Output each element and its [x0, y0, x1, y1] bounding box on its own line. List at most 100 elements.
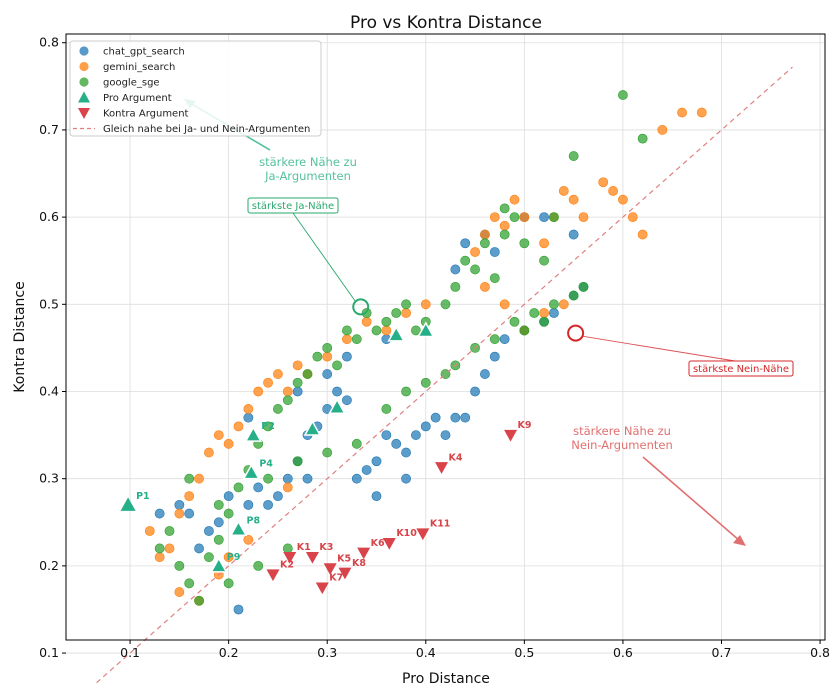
chat-gpt-search-point: [184, 508, 195, 519]
kontra-argument-label: K3: [319, 542, 333, 553]
google-sge-point: [401, 299, 411, 310]
annotations: stärkere Nähe zu Ja-Argumenten stärkere …: [184, 99, 794, 546]
y-tick-label: 0.4: [39, 383, 59, 398]
gemini-search-point: [282, 482, 293, 493]
x-tick-label: 0.5: [514, 645, 534, 660]
pro-argument-label: P8: [247, 515, 261, 526]
gemini-search-point: [539, 308, 549, 318]
google-sge-point: [637, 133, 648, 144]
google-sge-point: [371, 325, 382, 336]
chat-gpt-search-point: [243, 499, 254, 510]
chat-gpt-search-point: [401, 447, 411, 458]
chat-gpt-search-point: [273, 491, 283, 502]
google-sge-point: [253, 560, 264, 571]
google-sge-point: [332, 360, 342, 371]
kontra-argument-marker: [283, 551, 297, 564]
chat-gpt-search-point: [223, 491, 234, 502]
y-tick-label: 0.2: [39, 558, 59, 573]
google-sge-point: [578, 281, 589, 292]
pro-argument-label: P9: [227, 552, 241, 563]
gemini-search-point: [499, 299, 510, 310]
gemini-search-point: [243, 404, 254, 414]
gemini-search-point: [164, 543, 175, 554]
gemini-search-point: [174, 587, 185, 597]
chart-title: Pro vs Kontra Distance: [350, 13, 542, 33]
kontra-argument-label: K11: [430, 519, 451, 530]
chat-gpt-search-point: [332, 386, 342, 397]
gemini-search-point: [499, 220, 510, 231]
chat-gpt-search-point: [480, 369, 490, 379]
gemini-search-point: [263, 377, 273, 388]
google-sge-point: [154, 543, 165, 554]
ja-naehe-label-line1: stärkere Nähe zu: [259, 155, 357, 169]
chat-gpt-search-point: [351, 473, 362, 484]
google-sge-point: [351, 334, 362, 345]
staerkste-nein-ring: [567, 324, 585, 342]
google-sge-point: [213, 534, 224, 545]
x-tick-label: 0.2: [219, 645, 239, 660]
pro-argument-marker: [303, 419, 322, 436]
google-sge-point: [470, 264, 480, 275]
google-sge-point: [174, 560, 185, 571]
google-sge-point: [223, 508, 234, 519]
gemini-search-point: [253, 386, 264, 397]
pro-argument-marker: [242, 463, 261, 480]
kontra-argument-marker: [435, 462, 449, 474]
legend-circle-marker: [79, 61, 89, 72]
google-sge-point: [223, 578, 234, 589]
google-sge-point: [568, 151, 579, 161]
y-tick-label: 0.5: [39, 296, 59, 311]
google-sge-point: [213, 499, 224, 510]
gemini-search-point: [637, 229, 648, 240]
x-tick-label: 0.8: [810, 645, 830, 660]
staerkste-nein-connector: [581, 335, 736, 362]
chat-gpt-search-point: [342, 395, 352, 406]
chat-gpt-search-point: [489, 351, 500, 362]
staerkste-nein-label: stärkste Nein-Nähe: [693, 364, 789, 375]
gemini-search-point: [223, 552, 234, 563]
google-sge-point: [411, 325, 421, 336]
gemini-search-point: [470, 247, 480, 257]
gemini-search-point: [381, 325, 392, 336]
google-sge-point: [322, 342, 333, 353]
chat-gpt-search-point: [194, 543, 204, 554]
google-sge-point: [618, 90, 628, 100]
legend-label: google_sge: [103, 78, 160, 89]
google-sge-point: [302, 369, 313, 379]
chat-gpt-search-point: [342, 351, 352, 362]
legend: chat_gpt_search gemini_search google_sge Pr…: [69, 40, 322, 137]
axis-ticks: 0.1 0.2 0.3 0.4 0.5 0.6 0.7 0.8 0.1 0.2 0.3 0.4 0.5 0…: [39, 35, 830, 660]
chat-gpt-search-point: [460, 238, 471, 249]
kontra-argument-label: K1: [297, 542, 311, 553]
chat-gpt-search-point: [213, 517, 224, 528]
google-sge-point: [568, 290, 579, 301]
kontra-argument-label: K9: [518, 420, 532, 431]
google-sge-point: [519, 325, 530, 336]
gemini-search-point: [696, 107, 707, 118]
google-sge-point: [509, 212, 520, 223]
legend-box: [69, 40, 322, 137]
gemini-search-point: [204, 447, 214, 458]
gemini-search-point: [292, 360, 303, 371]
gemini-search-point: [184, 491, 195, 502]
diagonal-reference-line: [96, 66, 793, 684]
pro-argument-marker: [328, 398, 346, 414]
google-sge-point: [322, 447, 333, 458]
gemini-search-point: [489, 212, 500, 223]
google-sge-point: [489, 334, 500, 345]
gemini-search-point: [539, 238, 549, 249]
x-axis-label: Pro Distance: [402, 671, 490, 687]
chat-gpt-search-point: [460, 412, 471, 423]
google-sge-point: [420, 377, 431, 388]
chat-gpt-search-point: [302, 473, 313, 484]
google-sge-point: [312, 351, 323, 362]
chat-gpt-search-point: [263, 499, 273, 510]
chat-gpt-search-point: [450, 264, 461, 275]
y-tick-label: 0.8: [39, 35, 59, 50]
google-sge-point: [233, 482, 244, 493]
chat-gpt-search-point: [549, 308, 559, 318]
nein-naehe-arrowhead: [733, 535, 746, 546]
chat-gpt-search-point: [470, 386, 480, 397]
ja-naehe-label-line2: Ja-Argumenten: [264, 169, 351, 183]
google-sge-point: [539, 255, 549, 266]
